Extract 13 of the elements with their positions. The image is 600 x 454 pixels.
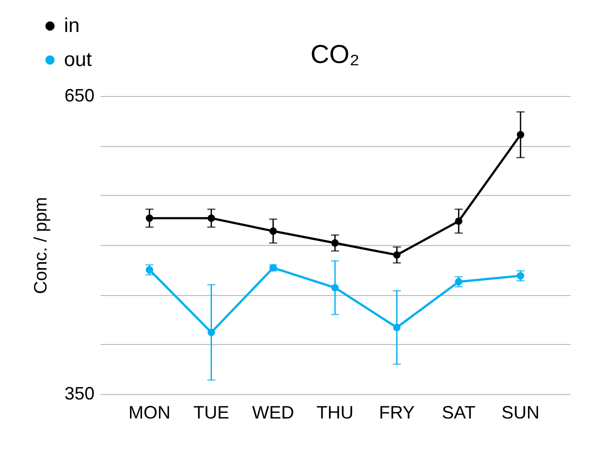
chart-title: CO₂: [310, 39, 360, 69]
x-tick-label: SUN: [502, 402, 540, 422]
x-tick-label: TUE: [193, 402, 230, 422]
y-tick-label: 650: [64, 86, 94, 106]
x-tick-label: FRY: [379, 402, 415, 422]
legend-label: in: [64, 15, 80, 37]
y-tick-label: 350: [64, 384, 94, 404]
x-tick-label: THU: [316, 402, 354, 422]
x-tick-label: WED: [252, 402, 294, 422]
x-tick-label: SAT: [442, 402, 476, 422]
x-tick-label: MON: [128, 402, 170, 422]
y-axis-title: Conc. / ppm: [30, 196, 50, 294]
legend-label: out: [64, 49, 92, 71]
